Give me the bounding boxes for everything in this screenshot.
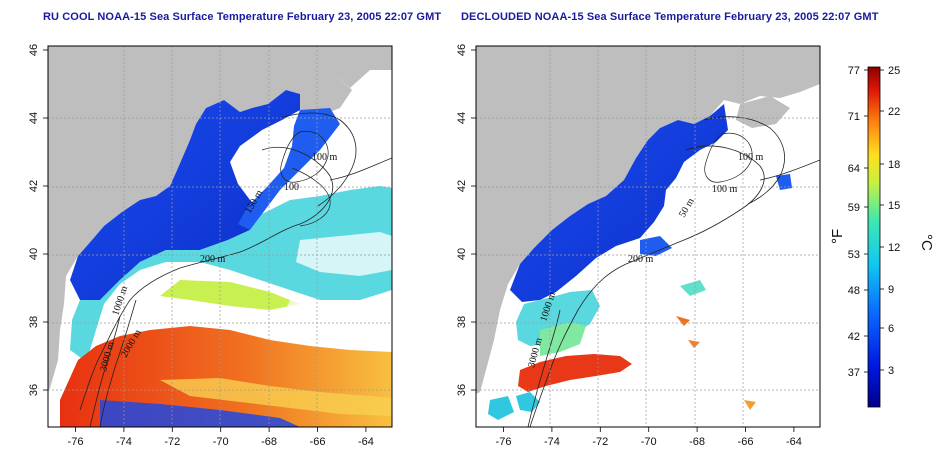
warm-water-region (518, 354, 632, 392)
lon-tick-label: -76 (68, 436, 84, 448)
isobath-label: 200 m (628, 254, 654, 265)
fahrenheit-tick-label: 42 (848, 331, 860, 343)
left-map-title: RU COOL NOAA-15 Sea Surface Temperature … (43, 11, 442, 23)
lon-tick-label: -68 (689, 436, 705, 448)
fahrenheit-tick-label: 59 (848, 202, 860, 214)
lat-tick-label: 36 (456, 384, 468, 396)
celsius-tick-label: 15 (888, 200, 900, 212)
right-map-title: DECLOUDED NOAA-15 Sea Surface Temperatur… (461, 11, 879, 23)
lat-tick-label: 42 (456, 180, 468, 192)
lat-tick-label: 46 (28, 44, 40, 56)
celsius-tick-label: 25 (888, 65, 900, 77)
lon-tick-label: -66 (310, 436, 326, 448)
fahrenheit-tick-label: 71 (848, 111, 860, 123)
cold-water-region (70, 90, 300, 300)
fahrenheit-tick-label: 77 (848, 65, 860, 77)
fahrenheit-tick-label: 64 (848, 163, 860, 175)
lat-tick-label: 38 (28, 316, 40, 328)
lon-tick-label: -74 (116, 436, 132, 448)
isobath-label: 100 m (712, 184, 738, 195)
left-sst-map: 100 m 100 150 m 200 m 1000 m 2000 m 3000… (47, 45, 393, 428)
isobath-label: 100 m (312, 152, 338, 163)
fahrenheit-tick-label: 37 (848, 367, 860, 379)
isobath-label: 100 m (738, 152, 764, 163)
lat-tick-label: 36 (28, 384, 40, 396)
lat-tick-label: 38 (456, 316, 468, 328)
lat-tick-label: 40 (28, 248, 40, 260)
right-declouded-sst-map: 100 m 100 m 50 m 200 m 1000 m 3000 m (475, 45, 821, 428)
lon-tick-label: -72 (164, 436, 180, 448)
celsius-tick-label: 12 (888, 242, 900, 254)
lon-tick-label: -66 (738, 436, 754, 448)
fahrenheit-unit-label: °F (829, 229, 846, 244)
isobath-label: 200 m (200, 254, 226, 265)
lat-tick-label: 46 (456, 44, 468, 56)
isobath-label: 100 (284, 182, 299, 193)
cold-water-region (510, 104, 728, 302)
lat-tick-label: 44 (28, 112, 40, 124)
right-axes: -76 -74 -72 -70 -68 -66 -64 36 38 40 42 44 46 (456, 44, 802, 448)
land-mass (48, 46, 392, 390)
lon-tick-label: -68 (261, 436, 277, 448)
lon-tick-label: -76 (496, 436, 512, 448)
celsius-tick-label: 9 (888, 284, 894, 296)
lon-tick-label: -74 (544, 436, 560, 448)
lat-tick-label: 40 (456, 248, 468, 260)
lon-tick-label: -64 (786, 436, 802, 448)
fahrenheit-tick-label: 53 (848, 249, 860, 261)
lon-tick-label: -64 (358, 436, 374, 448)
lat-tick-label: 44 (456, 112, 468, 124)
fahrenheit-tick-label: 48 (848, 285, 860, 297)
celsius-tick-label: 3 (888, 365, 894, 377)
lat-tick-label: 42 (28, 180, 40, 192)
celsius-tick-label: 22 (888, 106, 900, 118)
lon-tick-label: -70 (641, 436, 657, 448)
celsius-unit-label: °C (918, 234, 935, 251)
lon-tick-label: -70 (213, 436, 229, 448)
lon-tick-label: -72 (592, 436, 608, 448)
colorbar: 77 71 64 59 53 48 42 37 25 22 18 15 12 9 6 3 °F °C (829, 65, 935, 408)
celsius-tick-label: 6 (888, 323, 894, 335)
left-axes: -76 -74 -72 -70 -68 -66 -64 36 38 40 42 44 46 (28, 44, 374, 448)
land-mass (476, 46, 820, 394)
celsius-tick-label: 18 (888, 159, 900, 171)
